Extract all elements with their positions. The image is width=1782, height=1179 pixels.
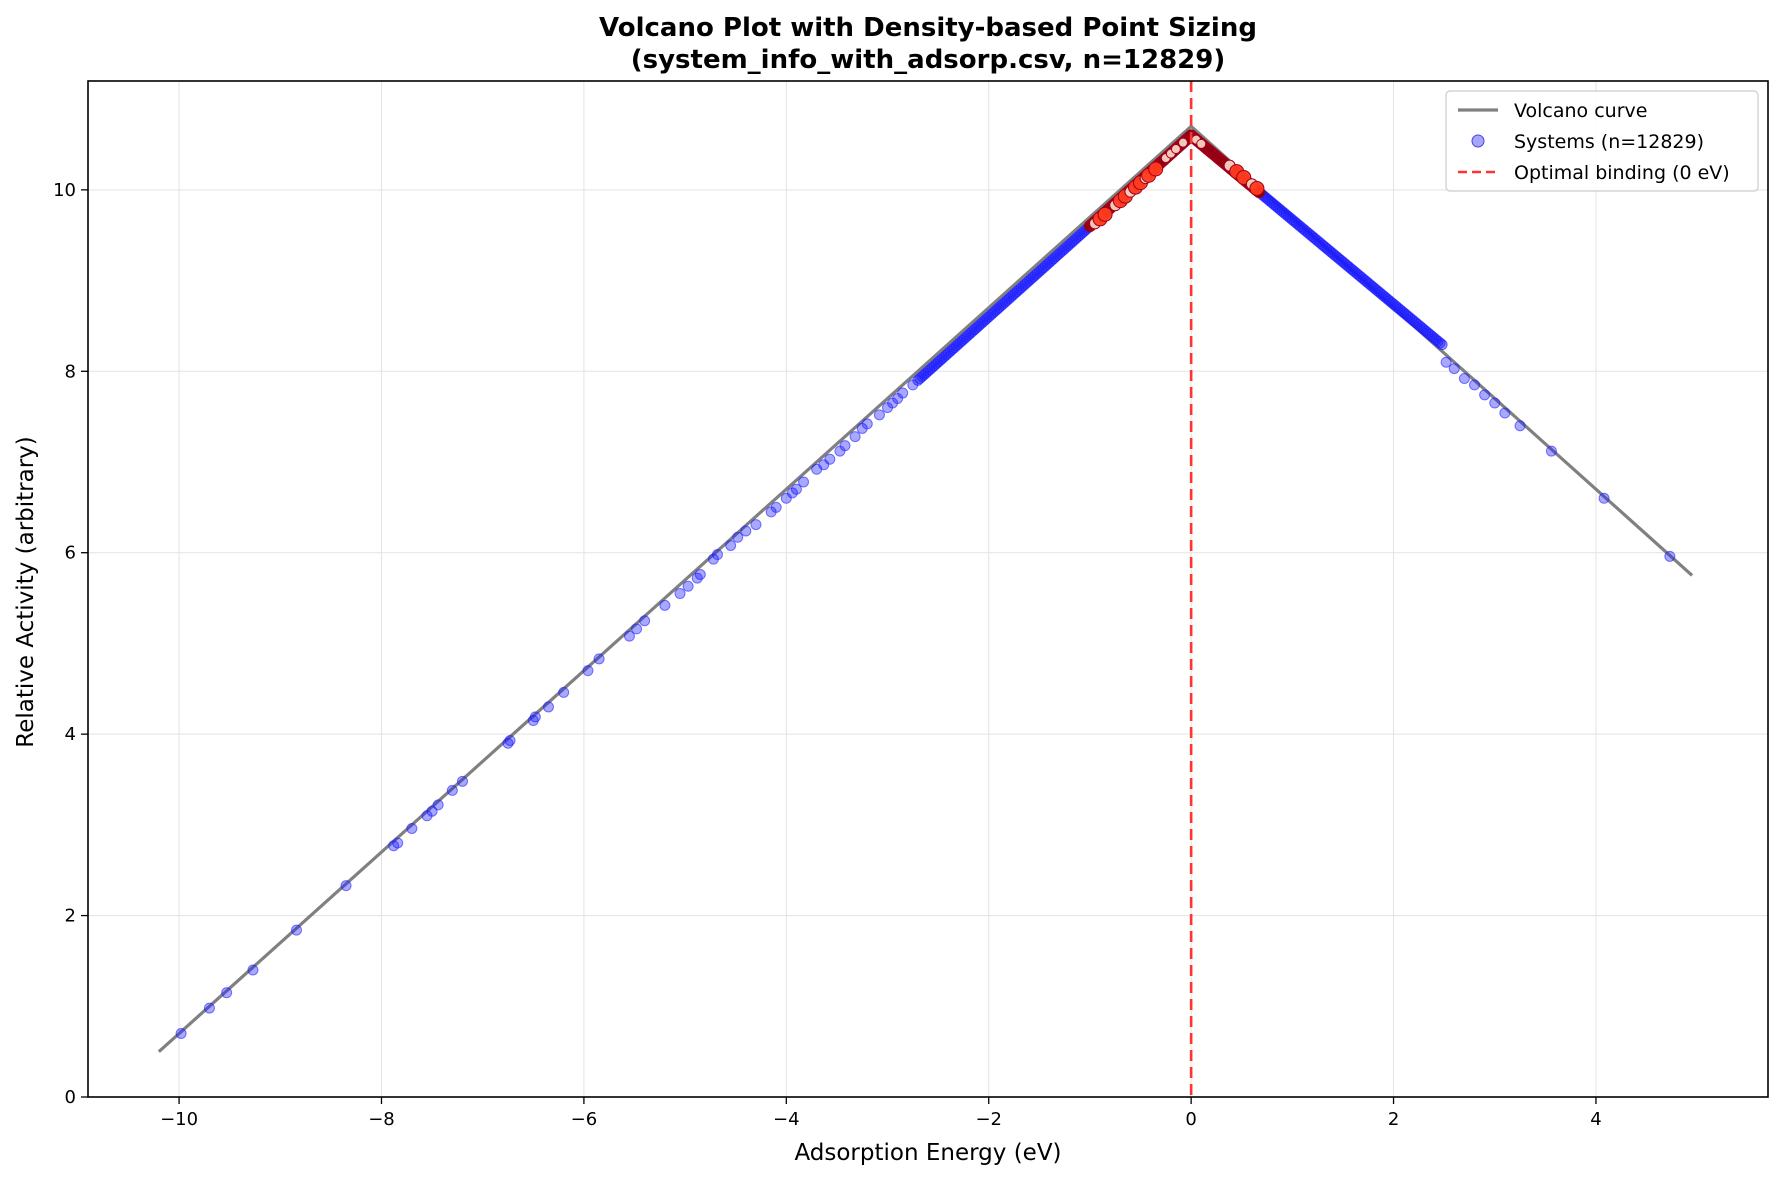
y-tick-label: 10 xyxy=(53,180,76,201)
legend-label: Systems (n=12829) xyxy=(1514,131,1704,153)
data-point xyxy=(1196,138,1207,149)
data-point xyxy=(1170,144,1181,155)
data-point xyxy=(659,599,671,611)
x-tick-label: −6 xyxy=(571,1109,598,1130)
data-point xyxy=(593,653,605,665)
data-point xyxy=(798,476,810,488)
data-point xyxy=(1479,389,1491,401)
y-tick-label: 2 xyxy=(65,906,76,927)
data-point xyxy=(1448,363,1460,375)
data-point xyxy=(732,531,744,543)
data-point xyxy=(290,924,302,936)
data-point xyxy=(406,822,418,834)
data-point xyxy=(674,588,686,600)
data-point xyxy=(897,387,909,399)
y-tick-label: 4 xyxy=(65,724,76,745)
data-point xyxy=(849,431,861,443)
data-point xyxy=(247,964,259,976)
data-point xyxy=(631,623,643,635)
data-point xyxy=(1097,206,1113,222)
data-point xyxy=(446,784,458,796)
data-point xyxy=(175,1028,187,1039)
data-point xyxy=(873,409,885,421)
data-point xyxy=(1489,397,1501,409)
legend-label: Volcano curve xyxy=(1514,100,1647,122)
y-tick-label: 8 xyxy=(65,361,76,382)
x-tick-label: 4 xyxy=(1590,1109,1601,1130)
data-point xyxy=(694,568,706,580)
chart-title: Volcano Plot with Density-based Point Si… xyxy=(599,13,1257,43)
y-axis-ticks: 0 2 4 6 8 10 xyxy=(53,180,88,1108)
data-point xyxy=(839,440,851,452)
data-point xyxy=(1458,373,1470,385)
data-point xyxy=(1664,550,1676,562)
data-point xyxy=(203,1002,215,1014)
data-point xyxy=(558,686,570,698)
data-point xyxy=(432,799,444,811)
x-tick-label: −10 xyxy=(160,1109,198,1130)
x-tick-label: 0 xyxy=(1185,1109,1196,1130)
x-tick-label: 2 xyxy=(1388,1109,1399,1130)
data-point xyxy=(582,665,594,677)
legend-marker-symbol xyxy=(1471,134,1485,148)
data-point xyxy=(1499,407,1511,419)
x-tick-label: −8 xyxy=(368,1109,395,1130)
data-point xyxy=(682,580,694,592)
data-point xyxy=(221,987,233,999)
data-point xyxy=(1545,445,1557,457)
data-point xyxy=(725,539,737,551)
legend: Volcano curve Systems (n=12829) Optimal bi… xyxy=(1445,90,1759,192)
data-point xyxy=(790,483,802,495)
x-tick-label: −4 xyxy=(773,1109,800,1130)
data-point xyxy=(456,775,468,787)
x-axis-label: Adsorption Energy (eV) xyxy=(794,1140,1061,1166)
data-point xyxy=(504,734,516,746)
data-point xyxy=(1598,492,1610,504)
data-point xyxy=(861,418,873,430)
data-point xyxy=(711,549,723,561)
y-tick-label: 0 xyxy=(65,1087,76,1108)
data-point xyxy=(1249,180,1265,196)
plot-frame xyxy=(87,80,1769,1098)
data-point xyxy=(623,630,635,642)
data-point xyxy=(1469,379,1481,391)
data-point xyxy=(824,453,836,465)
data-point xyxy=(1178,137,1189,148)
legend-box xyxy=(1445,90,1759,192)
legend-label: Optimal binding (0 eV) xyxy=(1514,162,1730,184)
x-tick-label: −2 xyxy=(975,1109,1002,1130)
data-point xyxy=(1440,356,1452,368)
chart-subtitle: (system_info_with_adsorp.csv, n=12829) xyxy=(631,45,1225,75)
data-point xyxy=(1436,339,1448,351)
data-point xyxy=(750,519,762,531)
data-point xyxy=(639,615,651,627)
data-points-layer xyxy=(175,129,1676,1039)
data-point xyxy=(340,880,352,892)
data-point xyxy=(529,711,541,723)
data-point xyxy=(542,701,554,713)
data-point xyxy=(770,501,782,513)
data-point xyxy=(1514,420,1526,432)
x-axis-ticks: −10 −8 −6 −4 −2 0 2 4 xyxy=(160,1097,1602,1130)
y-tick-label: 6 xyxy=(65,543,76,564)
y-axis-label: Relative Activity (arbitrary) xyxy=(13,436,39,748)
data-point xyxy=(740,525,752,537)
data-point xyxy=(392,837,404,849)
data-point xyxy=(1148,161,1164,177)
